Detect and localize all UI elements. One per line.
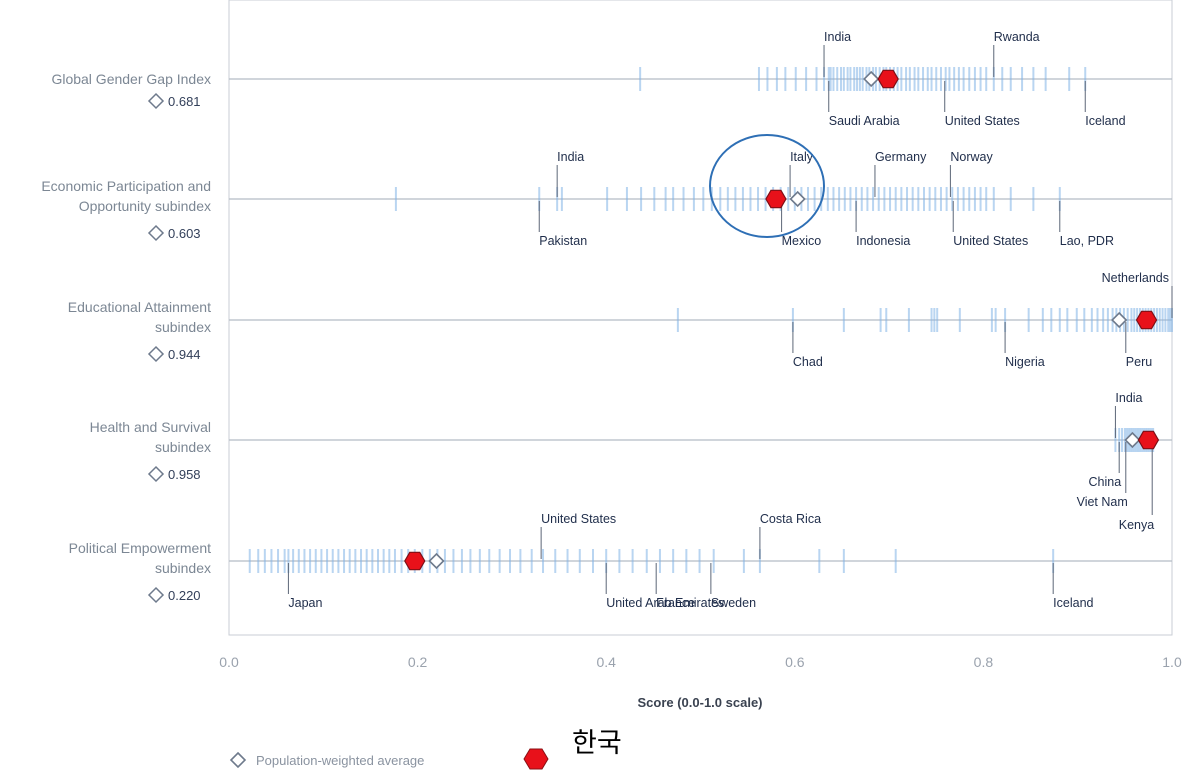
annotation-label: France [656, 596, 695, 610]
annotation-label: Mexico [782, 234, 822, 248]
annotation-label: Rwanda [994, 30, 1040, 44]
annotation-label: United States [953, 234, 1028, 248]
annotation-label: Kenya [1119, 518, 1154, 532]
annotation-label: India [557, 150, 584, 164]
avg-value-label: 0.958 [168, 467, 201, 482]
korea-marker [404, 551, 426, 571]
row-label: Global Gender Gap Index [51, 71, 211, 87]
annotation-label: Norway [950, 150, 993, 164]
row-label: subindex [155, 319, 211, 335]
annotation-label: United Arab Emirates [606, 596, 724, 610]
row-label: Political Empowerment [69, 540, 211, 556]
rows-layer: Global Gender Gap Index 0.681 India Rwanda S… [41, 30, 1173, 610]
avg-value-label: 0.944 [168, 347, 201, 362]
annotation-label: Iceland [1053, 596, 1093, 610]
avg-diamond-icon [147, 465, 165, 483]
x-tick-label: 0.6 [785, 654, 805, 670]
annotation-label: Italy [790, 150, 814, 164]
x-axis-title: Score (0.0-1.0 scale) [637, 695, 762, 710]
annotation-label: Sweden [711, 596, 756, 610]
avg-diamond-icon [147, 586, 165, 604]
avg-diamond-icon [147, 224, 165, 242]
row-label: subindex [155, 560, 211, 576]
annotation-label: China [1089, 475, 1122, 489]
annotation-label: India [1115, 391, 1142, 405]
annotation-label: Costa Rica [760, 512, 821, 526]
row-label: Health and Survival [90, 419, 211, 435]
annotation-label: Japan [288, 596, 322, 610]
annotation-label: India [824, 30, 851, 44]
x-tick-label: 0.4 [596, 654, 616, 670]
legend-korea-label: 한국 [572, 728, 622, 759]
avg-value-label: 0.220 [168, 588, 201, 603]
x-axis: 0.0 0.2 0.4 0.6 0.8 1.0 [219, 654, 1182, 670]
annotation-label: Lao, PDR [1060, 234, 1114, 248]
avg-marker [789, 190, 806, 208]
x-tick-label: 0.0 [219, 654, 239, 670]
x-tick-label: 0.8 [974, 654, 994, 670]
korea-marker [1135, 310, 1158, 330]
annotation-label: Pakistan [539, 234, 587, 248]
row-label: Opportunity subindex [79, 198, 211, 214]
annotation-label: Peru [1126, 355, 1152, 369]
row-0: Global Gender Gap Index 0.681 India Rwanda S… [51, 30, 1172, 128]
annotation-label: Viet Nam [1077, 495, 1128, 509]
row-label: Economic Participation and [41, 178, 211, 194]
avg-diamond-icon [147, 92, 165, 110]
avg-marker [1124, 431, 1141, 449]
row-4: Political Empowerment subindex 0.220 United… [69, 512, 1172, 610]
legend-korea-hexagon-icon [523, 748, 549, 770]
row-label: Educational Attainment [68, 299, 211, 315]
annotation-label: Iceland [1085, 114, 1125, 128]
annotation-label: United States [945, 114, 1020, 128]
korea-marker [765, 189, 787, 209]
x-tick-label: 0.2 [408, 654, 428, 670]
annotation-label: Chad [793, 355, 823, 369]
legend: Population-weighted average 한국 [229, 728, 622, 770]
legend-avg-diamond-icon [229, 751, 247, 769]
annotation-label: Germany [875, 150, 927, 164]
annotation-label: Netherlands [1102, 271, 1169, 285]
plot-frame [228, 0, 1173, 636]
highlight-circle [709, 134, 825, 238]
legend-avg-label: Population-weighted average [256, 753, 424, 768]
row-2: Educational Attainment subindex 0.944 Nethe… [68, 271, 1173, 369]
avg-value-label: 0.681 [168, 94, 201, 109]
korea-marker [1137, 430, 1160, 450]
avg-marker [1111, 311, 1128, 329]
avg-marker [428, 552, 445, 570]
avg-marker [863, 70, 880, 88]
avg-diamond-icon [147, 345, 165, 363]
row-3: Health and Survival subindex 0.958 India Chi… [90, 391, 1172, 532]
annotation-label: United States [541, 512, 616, 526]
annotation-label: Saudi Arabia [829, 114, 900, 128]
avg-value-label: 0.603 [168, 226, 201, 241]
row-label: subindex [155, 439, 211, 455]
annotation-label: Nigeria [1005, 355, 1045, 369]
annotation-label: Indonesia [856, 234, 910, 248]
x-tick-label: 1.0 [1162, 654, 1182, 670]
korea-marker [877, 69, 899, 89]
row-1: Economic Participation and Opportunity su… [41, 150, 1172, 248]
